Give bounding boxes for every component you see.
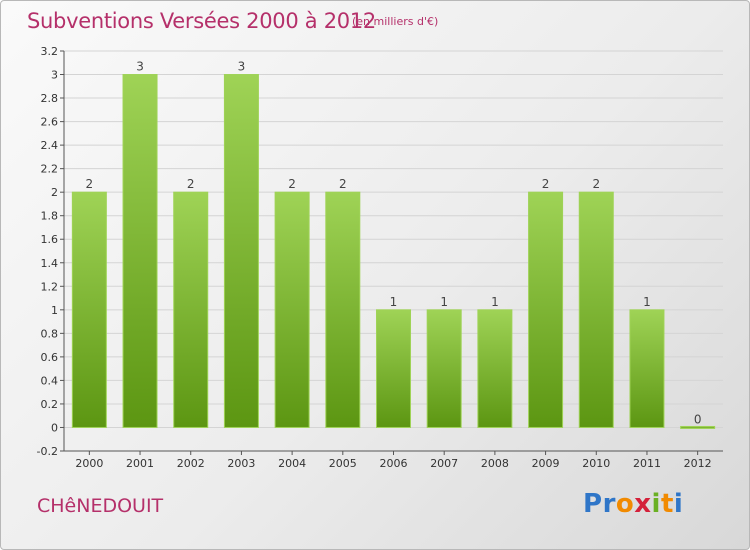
y-tick-label: 0.2	[41, 398, 59, 411]
logo-letter: r	[602, 489, 616, 519]
y-tick-label: 3.2	[41, 45, 59, 58]
bar-2009	[528, 191, 564, 428]
x-tick-label: 2009	[532, 457, 560, 470]
y-tick-label: -0.2	[37, 445, 58, 458]
x-tick-label: 2003	[227, 457, 255, 470]
x-tick-label: 2001	[126, 457, 154, 470]
bar-2003	[223, 74, 259, 428]
y-tick-label: 0	[51, 421, 58, 434]
value-label-2007: 1	[440, 295, 448, 309]
bar-2012	[680, 425, 716, 429]
x-tick-label: 2008	[481, 457, 509, 470]
x-tick-label: 2005	[329, 457, 357, 470]
y-tick-label: 0.4	[41, 374, 59, 387]
chart-subtitle: (en milliers d'€)	[352, 15, 439, 28]
bar-2011	[629, 309, 665, 428]
bar-2004	[274, 191, 310, 428]
y-tick-label: 1.2	[41, 280, 59, 293]
value-label-2003: 3	[238, 60, 246, 74]
x-tick-label: 2002	[177, 457, 205, 470]
bar-2005	[325, 191, 361, 428]
axes: -0.2 0 0.2 0.4 0.6 0.8 1 1.2 1.4 1.6 1.8 2 2.2 2.4 2.6…	[37, 45, 723, 470]
x-tick-label: 2000	[75, 457, 103, 470]
x-tick-label: 2011	[633, 457, 661, 470]
chart-title: Subventions Versées 2000 à 2012	[27, 9, 376, 33]
x-tick-label: 2010	[582, 457, 610, 470]
logo-letter: o	[615, 489, 635, 519]
x-tick-label: 2007	[430, 457, 458, 470]
x-tick-label: 2012	[684, 457, 712, 470]
y-tick-label: 2.8	[41, 92, 59, 105]
bars	[71, 74, 716, 429]
y-tick-label: 2.4	[41, 139, 59, 152]
value-label-2009: 2	[542, 177, 550, 191]
y-tick-label: 1	[51, 304, 58, 317]
x-tick-label: 2004	[278, 457, 306, 470]
bar-2001	[122, 74, 158, 428]
proxiti-logo: Proxiti	[583, 489, 683, 519]
value-label-2012: 0	[694, 412, 702, 426]
value-label-2002: 2	[187, 177, 195, 191]
bar-2000	[71, 191, 107, 428]
value-label-2005: 2	[339, 177, 347, 191]
bar-2006	[376, 309, 411, 428]
y-tick-label: 1.4	[41, 257, 59, 270]
y-tick-label: 1.6	[41, 233, 59, 246]
y-tick-label: 3	[51, 69, 58, 82]
logo-letter: i	[673, 489, 684, 519]
bar-2008	[477, 309, 513, 428]
logo-letter: P	[583, 489, 603, 519]
bar-2002	[173, 191, 209, 428]
y-tick-label: 1.8	[41, 210, 59, 223]
bar-2007	[426, 309, 462, 428]
y-tick-label: 0.6	[41, 351, 59, 364]
value-label-2008: 1	[491, 295, 499, 309]
value-label-2000: 2	[86, 177, 94, 191]
x-tick-label: 2006	[380, 457, 408, 470]
y-tick-label: 2	[51, 186, 58, 199]
value-label-2004: 2	[288, 177, 296, 191]
y-tick-label: 2.6	[41, 116, 59, 129]
y-tick-label: 0.8	[41, 327, 59, 340]
logo-letter: t	[660, 489, 674, 519]
y-tick-label: 2.2	[41, 163, 59, 176]
logo-letter: i	[651, 489, 661, 519]
logo-letter: x	[634, 489, 652, 519]
value-label-2010: 2	[592, 177, 600, 191]
value-label-2001: 3	[136, 60, 144, 74]
commune-name: CHêNEDOUIT	[37, 495, 164, 517]
value-labels: 2 3 2 3 2 2 1 1 1 2 2 1 0	[86, 60, 702, 427]
value-label-2006: 1	[390, 295, 398, 309]
value-label-2011: 1	[643, 295, 651, 309]
bar-2010	[578, 191, 614, 428]
